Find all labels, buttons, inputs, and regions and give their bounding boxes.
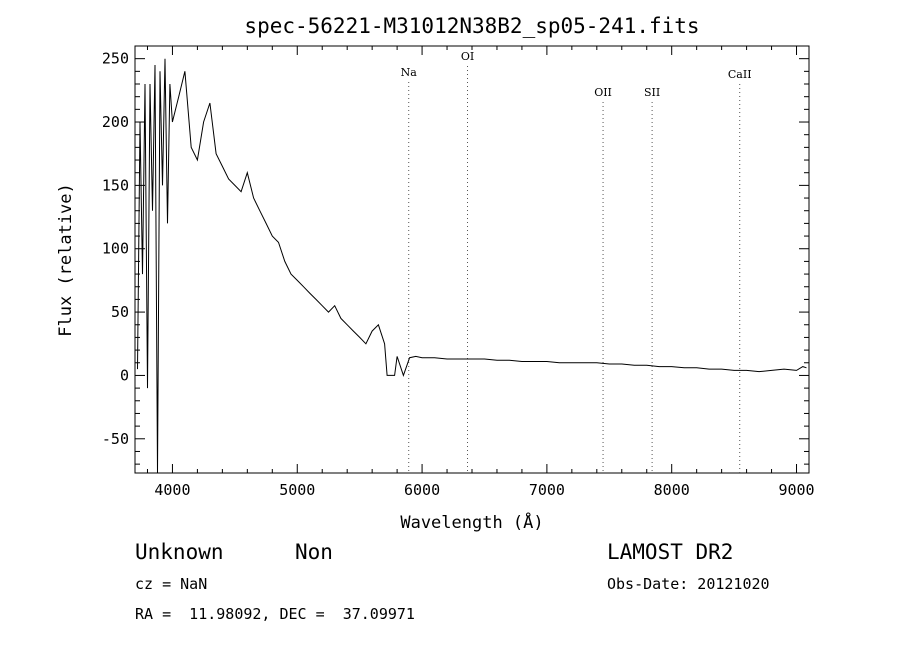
y-tick-label: 50 xyxy=(111,303,129,321)
x-tick-label: 5000 xyxy=(279,481,315,499)
y-axis-label: Flux (relative) xyxy=(56,183,76,337)
obs-date-label: Obs-Date: 20121020 xyxy=(607,575,770,593)
x-axis-label: Wavelength (Å) xyxy=(400,511,543,533)
axis-ticks xyxy=(135,45,809,473)
survey-label: LAMOST DR2 xyxy=(607,540,734,564)
chart-title: spec-56221-M31012N38B2_sp05-241.fits xyxy=(244,14,699,38)
y-tick-label: 150 xyxy=(102,176,129,194)
class-label: Unknown xyxy=(135,540,224,564)
axis-tick-labels: 4000 5000 6000 7000 8000 9000 -50 0 50 100 150 200 2… xyxy=(102,50,815,499)
y-tick-label: 250 xyxy=(102,50,129,68)
spectrum-series xyxy=(137,58,807,474)
subclass-label: Non xyxy=(295,540,333,564)
plot-frame xyxy=(134,45,810,474)
spectrum-line xyxy=(137,58,807,474)
coords-label: RA = 11.98092, DEC = 37.09971 xyxy=(135,605,415,623)
y-tick-label: 200 xyxy=(102,113,129,131)
x-tick-label: 7000 xyxy=(529,481,565,499)
x-tick-label: 9000 xyxy=(778,481,814,499)
x-tick-label: 8000 xyxy=(654,481,690,499)
line-marker-label: OI xyxy=(461,50,474,63)
y-tick-label: -50 xyxy=(102,430,129,448)
line-marker-label: CaII xyxy=(728,68,752,81)
line-marker-label: SII xyxy=(644,86,660,99)
x-tick-label: 4000 xyxy=(154,481,190,499)
y-tick-label: 100 xyxy=(102,240,129,258)
x-tick-label: 6000 xyxy=(404,481,440,499)
line-marker-label: OII xyxy=(594,86,612,99)
y-tick-label: 0 xyxy=(120,366,129,384)
line-markers: Na OI OII SII CaII xyxy=(401,50,752,473)
line-marker-label: Na xyxy=(401,66,418,79)
redshift-label: cz = NaN xyxy=(135,575,208,593)
